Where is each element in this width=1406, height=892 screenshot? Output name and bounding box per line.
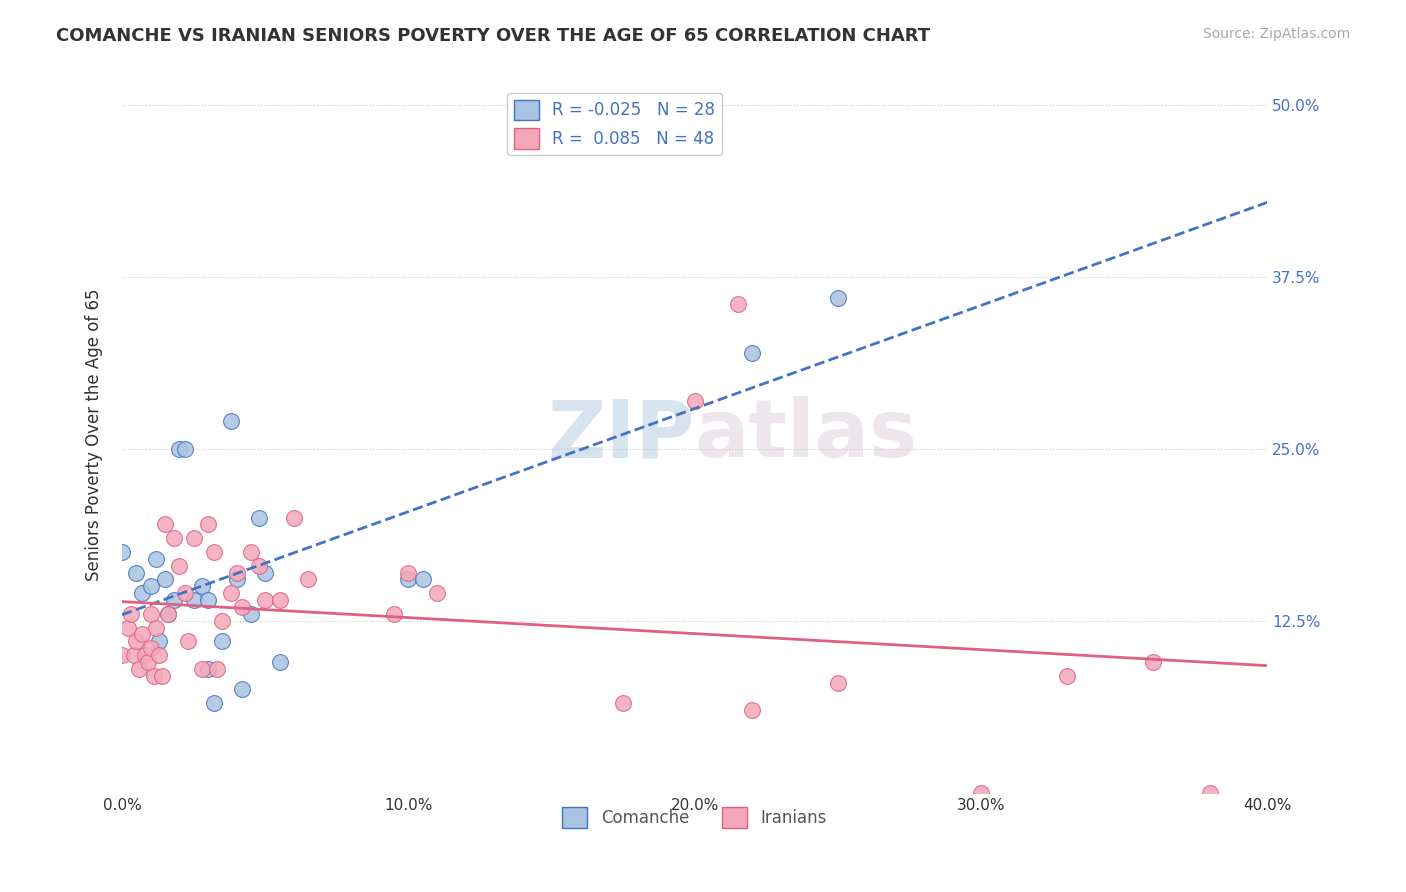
Point — [128, 662, 150, 676]
Point — [249, 510, 271, 524]
Point — [169, 442, 191, 456]
Point — [202, 545, 225, 559]
Point — [205, 662, 228, 676]
Point — [231, 682, 253, 697]
Point — [191, 579, 214, 593]
Point — [827, 675, 849, 690]
Point — [197, 662, 219, 676]
Point — [396, 566, 419, 580]
Point — [412, 573, 434, 587]
Point — [225, 566, 247, 580]
Point — [174, 586, 197, 600]
Point — [1056, 669, 1078, 683]
Point — [139, 641, 162, 656]
Point — [612, 696, 634, 710]
Point — [211, 614, 233, 628]
Point — [727, 297, 749, 311]
Point — [169, 558, 191, 573]
Point — [111, 648, 134, 662]
Point — [970, 786, 993, 800]
Text: ZIP: ZIP — [547, 396, 695, 474]
Point — [150, 669, 173, 683]
Point — [117, 621, 139, 635]
Point — [174, 442, 197, 456]
Point — [231, 599, 253, 614]
Point — [120, 607, 142, 621]
Text: atlas: atlas — [695, 396, 918, 474]
Point — [202, 696, 225, 710]
Text: Source: ZipAtlas.com: Source: ZipAtlas.com — [1202, 27, 1350, 41]
Point — [382, 607, 405, 621]
Point — [122, 648, 145, 662]
Point — [219, 586, 242, 600]
Point — [191, 662, 214, 676]
Point — [136, 655, 159, 669]
Point — [153, 573, 176, 587]
Point — [177, 634, 200, 648]
Point — [145, 621, 167, 635]
Point — [183, 531, 205, 545]
Point — [254, 593, 277, 607]
Point — [249, 558, 271, 573]
Legend: Comanche, Iranians: Comanche, Iranians — [555, 801, 834, 834]
Point — [396, 573, 419, 587]
Point — [156, 607, 179, 621]
Point — [225, 573, 247, 587]
Point — [283, 510, 305, 524]
Point — [197, 593, 219, 607]
Point — [741, 345, 763, 359]
Point — [148, 634, 170, 648]
Point — [139, 579, 162, 593]
Point — [162, 531, 184, 545]
Point — [1199, 786, 1222, 800]
Point — [134, 648, 156, 662]
Point — [239, 545, 262, 559]
Point — [827, 291, 849, 305]
Point — [142, 669, 165, 683]
Point — [683, 393, 706, 408]
Y-axis label: Seniors Poverty Over the Age of 65: Seniors Poverty Over the Age of 65 — [86, 289, 103, 582]
Point — [125, 566, 148, 580]
Text: COMANCHE VS IRANIAN SENIORS POVERTY OVER THE AGE OF 65 CORRELATION CHART: COMANCHE VS IRANIAN SENIORS POVERTY OVER… — [56, 27, 931, 45]
Point — [111, 545, 134, 559]
Point — [156, 607, 179, 621]
Point — [131, 627, 153, 641]
Point — [131, 586, 153, 600]
Point — [145, 551, 167, 566]
Point — [183, 593, 205, 607]
Point — [297, 573, 319, 587]
Point — [162, 593, 184, 607]
Point — [197, 517, 219, 532]
Point — [254, 566, 277, 580]
Point — [148, 648, 170, 662]
Point — [153, 517, 176, 532]
Point — [426, 586, 449, 600]
Point — [239, 607, 262, 621]
Point — [269, 655, 291, 669]
Point — [741, 703, 763, 717]
Point — [211, 634, 233, 648]
Point — [1142, 655, 1164, 669]
Point — [125, 634, 148, 648]
Point — [139, 607, 162, 621]
Point — [219, 414, 242, 428]
Point — [269, 593, 291, 607]
